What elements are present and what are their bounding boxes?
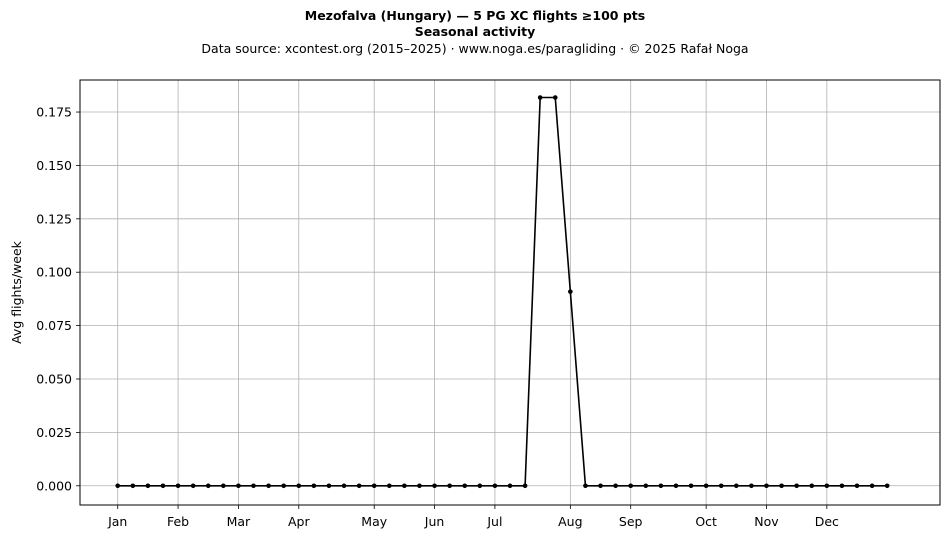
data-point [281, 483, 286, 489]
data-point [718, 483, 724, 489]
data-point [583, 483, 588, 489]
chart-titles: Mezofalva (Hungary) — 5 PG XC flights ≥1… [0, 8, 950, 58]
x-tick-label: Apr [288, 514, 310, 529]
x-tick-label: Mar [227, 514, 251, 529]
x-tick-label: Jul [486, 514, 502, 529]
data-point [417, 483, 422, 489]
x-tick-label: Sep [619, 514, 643, 529]
data-point [552, 95, 558, 100]
y-tick-label: 0.000 [36, 478, 72, 493]
data-point [884, 483, 890, 489]
data-point [462, 483, 468, 489]
x-tick-label: Jun [424, 514, 445, 529]
data-point [266, 483, 271, 489]
data-point [386, 483, 392, 489]
data-point [221, 483, 226, 489]
chart-subtitle: Seasonal activity [414, 24, 536, 39]
data-point [628, 483, 634, 489]
x-tick-label: Jan [107, 514, 127, 529]
axis-ticks: Jan Feb Mar Apr May Jun Jul Aug Sep Oct Nov Dec 0.00… [36, 105, 839, 529]
data-point [477, 483, 483, 489]
data-point [341, 483, 347, 489]
data-point [311, 483, 317, 489]
data-point [507, 483, 513, 489]
data-point [145, 483, 151, 489]
y-tick-label: 0.025 [36, 425, 72, 440]
data-point [598, 483, 603, 489]
y-tick-label: 0.050 [36, 371, 72, 386]
data-point [175, 483, 181, 489]
data-point [568, 289, 573, 294]
y-tick-label: 0.125 [36, 211, 72, 226]
data-point [522, 483, 528, 489]
data-point [326, 483, 332, 489]
y-tick-label: 0.150 [36, 158, 72, 173]
plot-frame [79, 79, 941, 506]
data-point [190, 483, 196, 489]
y-tick-label: 0.075 [36, 318, 72, 333]
data-point [703, 483, 709, 489]
grid-lines [80, 80, 940, 505]
data-point [854, 483, 860, 489]
data-point [809, 483, 815, 489]
data-point [688, 483, 694, 489]
data-point [794, 483, 799, 489]
x-tick-label: Aug [558, 514, 582, 529]
data-point [658, 483, 664, 489]
data-point [734, 483, 739, 489]
data-point [356, 483, 362, 489]
x-tick-label: Dec [815, 514, 839, 529]
y-tick-label: 0.100 [36, 265, 72, 280]
data-point [296, 483, 302, 489]
data-point [130, 483, 136, 489]
data-point [251, 483, 256, 489]
y-tick-label: 0.175 [36, 105, 72, 120]
data-point [402, 483, 407, 489]
data-point [115, 483, 121, 489]
data-point [613, 483, 618, 489]
x-tick-label: Oct [695, 514, 717, 529]
x-tick-label: Feb [167, 514, 189, 529]
chart-source-note: Data source: xcontest.org (2015–2025) · … [201, 41, 749, 56]
data-point [824, 483, 830, 489]
series-layer [115, 95, 890, 489]
series-line [117, 96, 888, 487]
data-point [432, 483, 437, 489]
y-axis-label: Avg flights/week [9, 240, 24, 344]
data-point [764, 483, 769, 489]
data-point [537, 95, 543, 100]
data-point [160, 483, 166, 489]
data-point [447, 483, 452, 489]
data-point [643, 483, 649, 489]
data-point [839, 483, 845, 489]
data-point [673, 483, 679, 489]
x-tick-label: May [361, 514, 387, 529]
x-tick-label: Nov [754, 514, 779, 529]
data-point [236, 483, 241, 489]
data-point [749, 483, 754, 489]
chart-title: Mezofalva (Hungary) — 5 PG XC flights ≥1… [304, 8, 646, 23]
data-point [779, 483, 784, 489]
data-point [371, 483, 377, 489]
data-point [492, 483, 498, 489]
data-point [869, 483, 875, 489]
data-point [205, 483, 211, 489]
